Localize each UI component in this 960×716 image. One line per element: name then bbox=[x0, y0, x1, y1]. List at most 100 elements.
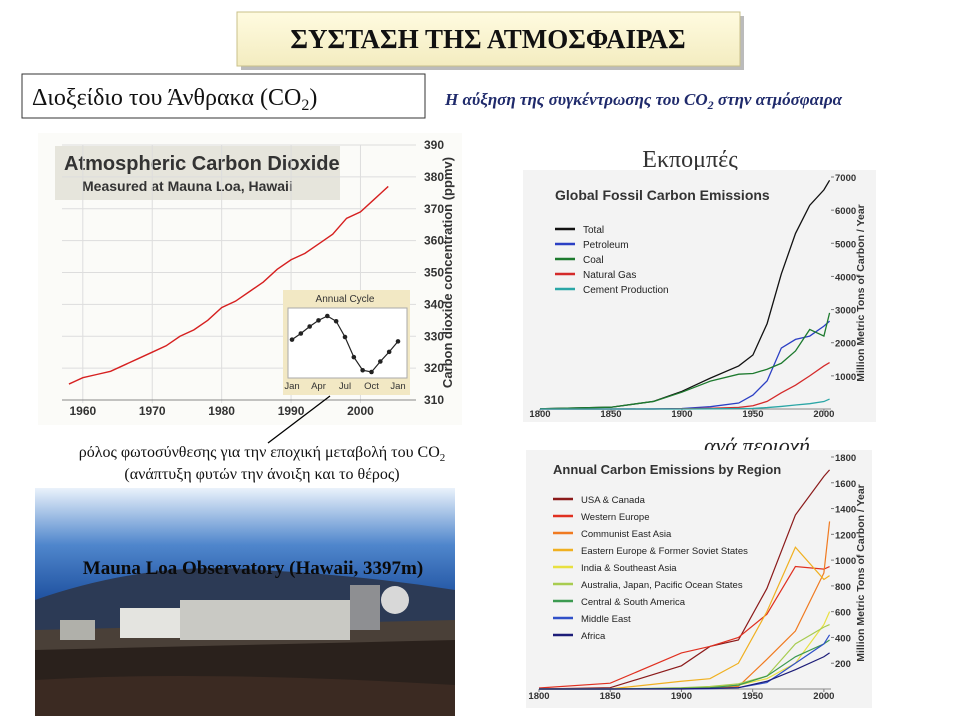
legend-label: Communist East Asia bbox=[581, 529, 672, 540]
photo bbox=[35, 488, 455, 716]
chart-subtitle: Measured at Mauna Loa, Hawaii bbox=[82, 178, 293, 194]
inset-point bbox=[289, 337, 295, 342]
emissions-label: Εκπομπές bbox=[642, 147, 738, 173]
y-tick-label: 340 bbox=[424, 297, 444, 311]
chart-background bbox=[526, 450, 872, 708]
legend-label: Eastern Europe & Former Soviet States bbox=[581, 546, 748, 557]
y-tick-label: 360 bbox=[424, 234, 444, 248]
legend-label: Natural Gas bbox=[583, 270, 636, 281]
x-tick-label: 1800 bbox=[528, 691, 549, 702]
series-line bbox=[539, 652, 830, 690]
heading-text: Η αύξηση της συγκέντρωσης του CO bbox=[444, 90, 708, 109]
inset-point bbox=[386, 349, 392, 355]
left-heading: Διοξείδιο του Άνθρακα (CO2) bbox=[32, 85, 317, 114]
y-tick-label: 380 bbox=[424, 170, 444, 184]
y-tick-label: 3000 bbox=[835, 306, 856, 317]
y-tick-label: 1000 bbox=[835, 372, 856, 383]
x-tick-label: 1960 bbox=[69, 404, 96, 418]
inset-point bbox=[351, 354, 357, 360]
chart-title: Global Fossil Carbon Emissions bbox=[555, 187, 770, 203]
series-line bbox=[538, 546, 830, 690]
x-tick-label: 2000 bbox=[347, 404, 374, 418]
title-panel bbox=[55, 146, 340, 200]
heading-box bbox=[21, 73, 426, 119]
title-box bbox=[236, 11, 741, 67]
y-tick-label: 1400 bbox=[835, 505, 856, 516]
x-tick-label: 1800 bbox=[529, 409, 550, 420]
y-tick-label: 350 bbox=[424, 266, 444, 280]
y-tick-label: 310 bbox=[424, 393, 444, 407]
y-tick-label: 200 bbox=[835, 659, 851, 670]
inset-point bbox=[333, 318, 339, 324]
connector bbox=[267, 395, 331, 444]
heading-text: Διοξείδιο του Άνθρακα (CO bbox=[32, 85, 301, 111]
heading-text: στην ατμόσφαιρα bbox=[714, 90, 843, 109]
inset-point bbox=[378, 359, 383, 364]
x-tick-label: 1980 bbox=[208, 404, 235, 418]
x-tick-label: 1950 bbox=[742, 409, 763, 420]
inset-tick-label: Jul bbox=[339, 381, 351, 392]
y-tick-label: 320 bbox=[424, 361, 444, 375]
y-axis-label: Million Metric Tons of Carbon / Year bbox=[855, 204, 867, 382]
heading-text: ) bbox=[309, 85, 317, 111]
subscript: 2 bbox=[707, 98, 714, 112]
caption-text: ρόλος φωτοσύνθεσης για την εποχική μεταβ… bbox=[79, 444, 440, 461]
slide-title: ΣΥΣΤΑΣΗ ΤΗΣ ΑΤΜΟΣΦΑΙΡΑΣ bbox=[290, 24, 685, 54]
x-tick-label: 1900 bbox=[671, 691, 692, 702]
chart-title: Atmospheric Carbon Dioxide bbox=[64, 153, 340, 175]
inset-point bbox=[307, 324, 312, 329]
series-line bbox=[68, 185, 389, 385]
subscript: 2 bbox=[301, 97, 309, 114]
y-tick-label: 370 bbox=[424, 202, 444, 216]
y-tick-label: 1600 bbox=[835, 479, 856, 490]
series-line bbox=[538, 469, 831, 690]
chart-background bbox=[523, 170, 876, 422]
y-tick-label: 390 bbox=[424, 138, 444, 152]
y-axis-label: Carbon dioxide concentration (ppmv) bbox=[440, 157, 455, 388]
y-tick-label: 1200 bbox=[835, 530, 856, 541]
x-tick-label: 1850 bbox=[600, 691, 621, 702]
legend-label: Total bbox=[583, 225, 604, 236]
caption-line: ρόλος φωτοσύνθεσης για την εποχική μεταβ… bbox=[79, 444, 446, 464]
y-tick-label: 7000 bbox=[835, 173, 856, 184]
legend-label: Petroleum bbox=[583, 240, 629, 251]
legend-label: Western Europe bbox=[581, 512, 649, 523]
x-tick-label: 1990 bbox=[278, 404, 305, 418]
legend-label: Central & South America bbox=[581, 597, 686, 608]
inset-point bbox=[369, 369, 374, 375]
chart-title: Annual Carbon Emissions by Region bbox=[553, 462, 781, 477]
legend-label: Africa bbox=[581, 631, 606, 642]
inset-tick-label: Jan bbox=[390, 381, 405, 392]
inset-point bbox=[395, 339, 401, 344]
x-tick-label: 1970 bbox=[139, 404, 166, 418]
legend-label: Australia, Japan, Pacific Ocean States bbox=[581, 580, 743, 591]
y-tick-label: 330 bbox=[424, 329, 444, 343]
y-tick-label: 6000 bbox=[835, 206, 856, 217]
y-tick-label: 4000 bbox=[835, 272, 856, 283]
caption-line: (ανάπτυξη φυτών την άνοιξη και το θέρος) bbox=[124, 466, 399, 483]
y-tick-label: 2000 bbox=[835, 339, 856, 350]
legend-label: Coal bbox=[583, 255, 604, 266]
x-tick-label: 1950 bbox=[742, 691, 763, 702]
inset-point bbox=[360, 367, 365, 373]
x-tick-label: 2000 bbox=[813, 691, 834, 702]
subscript: 2 bbox=[440, 452, 446, 464]
inset-title: Annual Cycle bbox=[316, 294, 375, 305]
y-axis-label: Million Metric Tons of Carbon / Year bbox=[855, 484, 867, 662]
inset-point bbox=[298, 331, 304, 336]
right-heading: Η αύξηση της συγκέντρωσης του CO2 στην α… bbox=[444, 90, 843, 112]
legend-label: India & Southeast Asia bbox=[581, 563, 677, 574]
inset-tick-label: Jan bbox=[284, 381, 299, 392]
inset-tick-label: Apr bbox=[311, 381, 326, 392]
series-line bbox=[540, 398, 830, 410]
y-tick-label: 1000 bbox=[835, 556, 856, 567]
inset-point bbox=[342, 334, 348, 340]
photo-caption: Mauna Loa Observatory (Hawaii, 3397m) bbox=[83, 558, 423, 579]
y-tick-label: 800 bbox=[835, 582, 851, 593]
legend-label: Middle East bbox=[581, 614, 631, 625]
inset-tick-label: Oct bbox=[364, 381, 379, 392]
legend-label: USA & Canada bbox=[581, 495, 646, 506]
y-tick-label: 1800 bbox=[835, 453, 856, 464]
x-tick-label: 1850 bbox=[600, 409, 621, 420]
